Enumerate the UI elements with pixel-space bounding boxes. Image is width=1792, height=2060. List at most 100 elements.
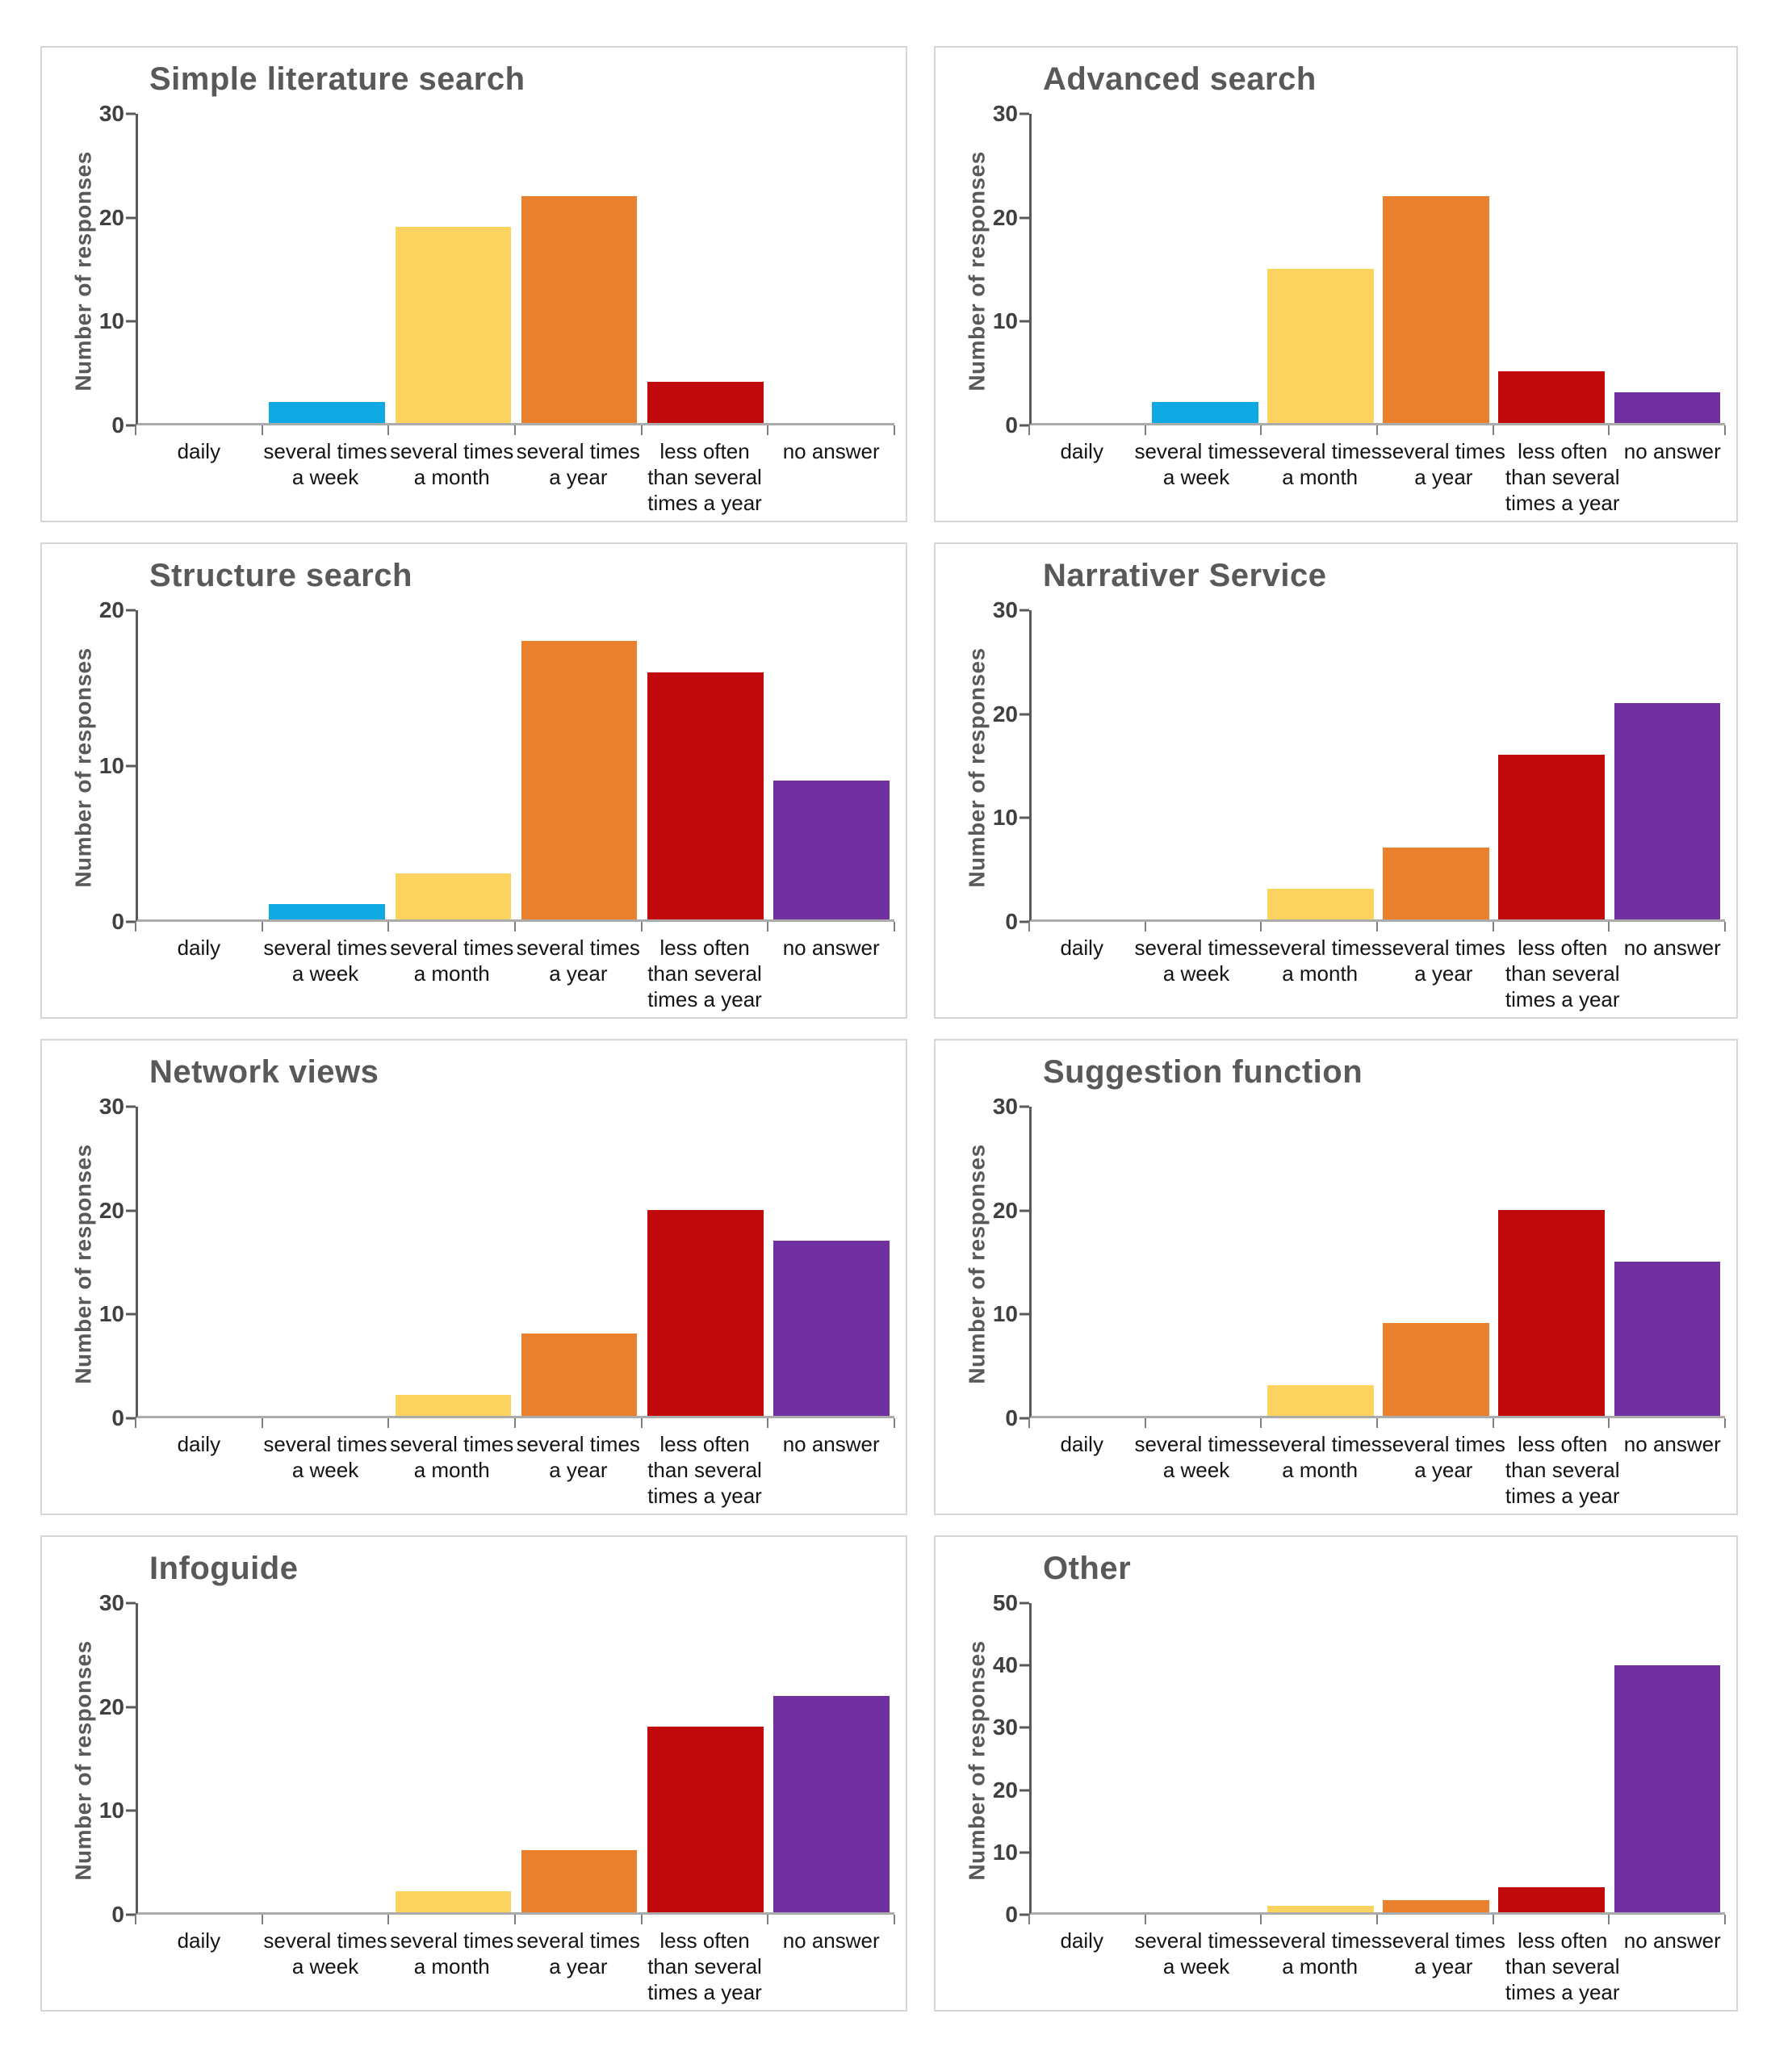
x-category-label-line: times a year <box>647 491 762 515</box>
x-category-label-line: several times <box>263 936 387 960</box>
x-category-label: several times a week <box>262 1928 389 2005</box>
x-category-label-line: a week <box>1162 961 1230 986</box>
x-category-label-line: several times <box>516 1432 640 1456</box>
y-axis-title: Number of responses <box>66 1107 102 1421</box>
bar-several-times-a-year <box>1383 1323 1489 1416</box>
y-tick-mark <box>126 424 136 427</box>
x-category-label: several times a month <box>1258 438 1382 516</box>
y-tick-mark <box>1020 112 1029 115</box>
x-axis-labels: daily several times a week several times a m… <box>136 1928 894 2005</box>
x-category-label-line: several times <box>1258 1928 1382 1953</box>
x-tick-mark <box>135 1915 136 1924</box>
x-category-label-line: a year <box>1414 961 1473 986</box>
bar-slot <box>1147 114 1262 423</box>
x-category-label-line: several times <box>1134 936 1258 960</box>
x-category-label-line: no answer <box>782 1928 880 1953</box>
chart-title: Simple literature search <box>149 61 525 97</box>
bar-several-times-a-month <box>395 227 512 423</box>
x-category-label-line: times a year <box>1505 987 1620 1011</box>
x-category-label-line: no answer <box>782 439 880 463</box>
x-category-label: no answer <box>1620 1928 1725 2005</box>
x-category-label-line: daily <box>1060 1432 1103 1456</box>
plot-area: 0 10 20 30 daily several times a week several t… <box>993 103 1726 515</box>
bar-several-times-a-month <box>395 1395 512 1416</box>
y-tick-mark <box>1020 1313 1029 1316</box>
bar-slot <box>1610 114 1725 423</box>
x-axis-labels: daily several times a week several times a m… <box>1029 1928 1725 2005</box>
y-tick-label: 30 <box>992 1094 1018 1119</box>
bar-less-often-than-several-times-a-year <box>647 381 764 423</box>
bar-several-times-a-week <box>1151 402 1258 423</box>
x-category-label: several times a week <box>1134 1928 1258 2005</box>
x-category-label: several times a month <box>1258 1431 1382 1509</box>
plot-area: 0 10 20 30 daily several times a week several t… <box>993 1095 1726 1508</box>
x-category-label-line: than several <box>1505 1954 1620 1978</box>
y-tick-mark <box>126 1602 136 1605</box>
y-tick-label: 20 <box>992 204 1018 230</box>
x-tick-mark <box>135 922 136 932</box>
x-category-label-line: no answer <box>1623 1432 1721 1456</box>
chart-title: Advanced search <box>1043 61 1317 97</box>
y-tick-label: 20 <box>98 1197 124 1223</box>
x-tick-mark <box>387 425 390 435</box>
x-category-label-line: than several <box>647 1954 762 1978</box>
bar-less-often-than-several-times-a-year <box>1498 1887 1606 1912</box>
x-category-label: daily <box>136 935 262 1012</box>
x-category-label-line: times a year <box>1505 491 1620 515</box>
x-tick-mark <box>1492 922 1494 932</box>
x-category-label: daily <box>136 1431 262 1509</box>
x-category-label: several times a month <box>388 438 515 516</box>
x-category-label: several times a month <box>388 1928 515 2005</box>
x-category-label-line: no answer <box>782 1432 880 1456</box>
x-tick-mark <box>1608 1915 1610 1924</box>
x-category-label-line: times a year <box>647 987 762 1011</box>
x-category-label: less often than several times a year <box>1505 438 1620 516</box>
bar-several-times-a-year <box>521 1850 638 1912</box>
x-category-label: several times a week <box>1134 438 1258 516</box>
x-tick-mark <box>1724 425 1726 435</box>
bar-several-times-a-year <box>1383 196 1489 423</box>
bars-row <box>136 114 894 425</box>
x-category-label: daily <box>136 438 262 516</box>
x-tick-mark <box>514 1418 516 1428</box>
x-category-label-line: less often <box>659 439 750 463</box>
bar-slot <box>643 610 768 919</box>
y-tick-label: 30 <box>98 101 124 126</box>
x-tick-mark <box>767 922 769 932</box>
x-category-label-line: than several <box>647 1458 762 1482</box>
x-category-label-line: times a year <box>647 1980 762 2004</box>
x-tick-mark <box>1144 1915 1146 1924</box>
y-tick-mark <box>1020 1851 1029 1854</box>
x-tick-mark <box>1028 1418 1030 1428</box>
x-category-label-line: a month <box>413 961 490 986</box>
x-category-label: no answer <box>1620 1431 1725 1509</box>
x-axis-labels: daily several times a week several times a m… <box>136 935 894 1012</box>
x-tick-mark <box>261 1418 263 1428</box>
x-tick-mark <box>894 1418 895 1428</box>
y-tick-label: 0 <box>1005 1405 1018 1430</box>
bar-slot <box>1262 114 1378 423</box>
y-tick-label: 0 <box>111 1902 124 1927</box>
x-tick-mark <box>387 922 390 932</box>
x-category-label-line: less often <box>659 936 750 960</box>
bar-slot <box>264 114 390 423</box>
x-category-label: less often than several times a year <box>642 1928 768 2005</box>
x-tick-mark <box>640 922 643 932</box>
x-tick-mark <box>1260 1915 1262 1924</box>
y-tick-mark <box>1020 216 1029 220</box>
bars-row <box>136 1603 894 1915</box>
x-tick-mark <box>640 1418 643 1428</box>
x-tick-mark <box>514 922 516 932</box>
plot-area: 0 10 20 30 daily several times a week several t… <box>99 1592 895 2004</box>
y-axis-title-text: Number of responses <box>71 1144 97 1384</box>
y-tick-label: 20 <box>992 701 1018 726</box>
bar-slot <box>264 1603 390 1912</box>
x-category-label: less often than several times a year <box>1505 1431 1620 1509</box>
bar-slot <box>517 1107 643 1416</box>
bars-row <box>1029 1107 1725 1418</box>
y-tick-label: 10 <box>992 1301 1018 1327</box>
y-axis-title: Number of responses <box>960 1107 995 1421</box>
x-category-label-line: no answer <box>1623 936 1721 960</box>
bar-slot <box>138 1603 264 1912</box>
